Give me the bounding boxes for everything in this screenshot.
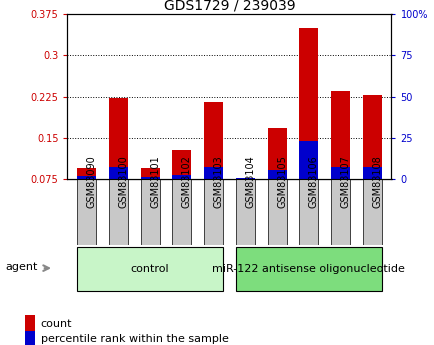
Bar bbox=[235, 179, 254, 245]
Text: GSM83105: GSM83105 bbox=[276, 155, 286, 208]
Text: GSM83108: GSM83108 bbox=[372, 155, 381, 208]
Bar bbox=[140, 168, 159, 179]
Bar bbox=[299, 141, 318, 179]
Text: GSM83102: GSM83102 bbox=[181, 155, 191, 208]
Bar bbox=[25, 315, 35, 332]
Bar bbox=[140, 179, 159, 245]
Text: GSM83090: GSM83090 bbox=[86, 155, 96, 208]
Bar bbox=[108, 179, 128, 245]
Text: GSM83107: GSM83107 bbox=[340, 155, 350, 208]
Bar bbox=[77, 176, 96, 179]
Bar bbox=[330, 179, 349, 245]
Bar bbox=[204, 179, 223, 245]
Bar bbox=[267, 179, 286, 245]
Bar bbox=[362, 95, 381, 179]
Bar bbox=[172, 179, 191, 245]
Text: GSM83101: GSM83101 bbox=[150, 155, 160, 208]
Bar bbox=[362, 179, 381, 245]
Title: GDS1729 / 239039: GDS1729 / 239039 bbox=[163, 0, 295, 13]
Bar bbox=[299, 28, 318, 179]
Bar bbox=[204, 102, 223, 179]
Bar bbox=[362, 167, 381, 179]
Text: GSM83103: GSM83103 bbox=[213, 155, 223, 208]
Text: GSM83104: GSM83104 bbox=[245, 155, 255, 208]
Bar bbox=[267, 170, 286, 179]
Bar bbox=[235, 178, 254, 179]
Bar bbox=[172, 150, 191, 179]
Bar bbox=[330, 167, 349, 179]
Text: miR-122 antisense oligonucleotide: miR-122 antisense oligonucleotide bbox=[212, 264, 404, 274]
Bar bbox=[77, 179, 96, 245]
Bar bbox=[108, 167, 128, 179]
Bar bbox=[25, 331, 35, 345]
Text: control: control bbox=[131, 264, 169, 274]
Bar bbox=[172, 175, 191, 179]
Bar bbox=[77, 247, 223, 291]
Bar bbox=[140, 177, 159, 179]
Bar bbox=[267, 128, 286, 179]
Text: agent: agent bbox=[5, 262, 38, 272]
Bar bbox=[299, 179, 318, 245]
Bar bbox=[204, 167, 223, 179]
Text: count: count bbox=[41, 318, 72, 328]
Text: GSM83100: GSM83100 bbox=[118, 155, 128, 208]
Bar bbox=[108, 98, 128, 179]
Text: percentile rank within the sample: percentile rank within the sample bbox=[41, 334, 228, 344]
Bar bbox=[235, 247, 381, 291]
Text: GSM83106: GSM83106 bbox=[308, 155, 318, 208]
Bar bbox=[330, 91, 349, 179]
Bar bbox=[235, 178, 254, 179]
Bar bbox=[77, 168, 96, 179]
